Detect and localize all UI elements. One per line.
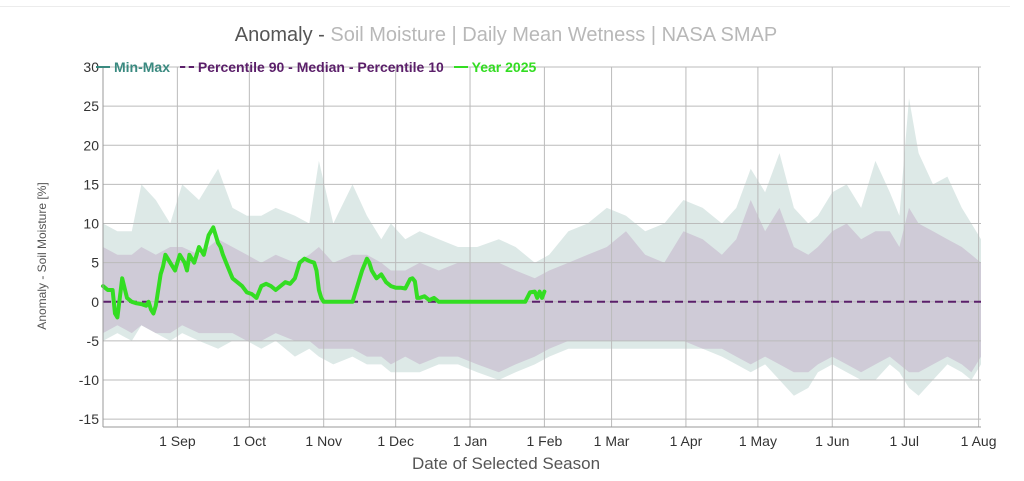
y-tick-label: 15 [83, 176, 99, 192]
x-axis-title: Date of Selected Season [412, 454, 600, 473]
x-tick-label: 1 Sep [159, 433, 196, 449]
y-axis-title: Anomaly - Soil Moisture [%] [35, 182, 49, 329]
year-layer [101, 225, 547, 320]
x-tick-label: 1 Mar [594, 433, 630, 449]
legend: Min-Max Percentile 90 - Median - Percent… [96, 59, 542, 75]
legend-percentiles-label: Percentile 90 - Median - Percentile 10 [197, 59, 444, 75]
legend-minmax[interactable]: Min-Max [96, 59, 170, 75]
y-tick-label: 30 [83, 59, 99, 75]
axes-layer: 30 25 20 15 10 5 0 -5 -10 -15 1 Sep 1 Oct 1 Nov 1 Dec… [79, 59, 997, 449]
legend-year-swatch [453, 66, 468, 69]
x-tick-label: 1 Oct [233, 433, 267, 449]
legend-minmax-swatch [96, 66, 110, 69]
y-tick-label: 0 [91, 294, 99, 310]
y-tick-label: -15 [79, 411, 99, 427]
legend-minmax-label: Min-Max [114, 59, 170, 75]
x-tick-label: 1 Aug [961, 433, 997, 449]
year-2025-line [101, 225, 547, 320]
percentile-band-layer [103, 200, 981, 373]
x-tick-label: 1 Nov [305, 433, 342, 449]
x-tick-label: 1 May [739, 433, 777, 449]
x-tick-label: 1 Feb [526, 433, 562, 449]
title-main: Anomaly - [234, 24, 325, 46]
x-tick-label: 1 Dec [377, 433, 414, 449]
legend-percentiles-swatch [179, 66, 194, 69]
x-tick-label: 1 Jul [889, 433, 919, 449]
y-tick-label: -5 [87, 333, 100, 349]
x-tick-label: 1 Jun [815, 433, 849, 449]
legend-year[interactable]: Year 2025 [453, 59, 537, 75]
x-tick-label: 1 Apr [670, 433, 703, 449]
y-tick-label: -10 [79, 372, 99, 388]
chart-title: Anomaly - Soil Moisture | Daily Mean Wet… [0, 24, 1012, 47]
legend-percentiles[interactable]: Percentile 90 - Median - Percentile 10 [179, 59, 444, 75]
y-tick-label: 10 [83, 216, 99, 232]
x-tick-label: 1 Jan [453, 433, 487, 449]
y-tick-label: 5 [91, 255, 99, 271]
y-tick-label: 20 [83, 137, 99, 153]
top-divider [0, 6, 1010, 7]
title-subtitle: Soil Moisture | Daily Mean Wetness | NAS… [330, 24, 778, 46]
y-tick-label: 25 [83, 98, 99, 114]
percentile-band [103, 200, 981, 373]
legend-year-label: Year 2025 [471, 59, 537, 75]
